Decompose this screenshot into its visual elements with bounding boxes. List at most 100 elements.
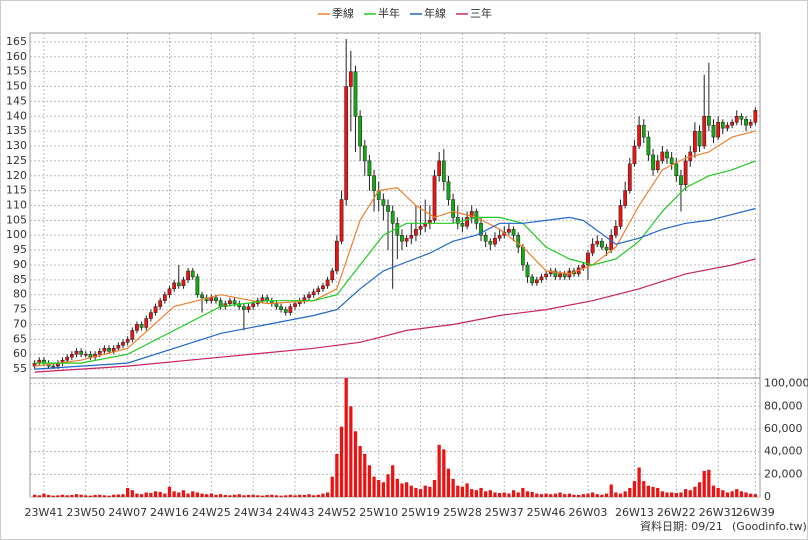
- volume-bar: [228, 495, 232, 497]
- candle-body: [139, 324, 144, 328]
- x-tick-label: 24W16: [150, 506, 189, 519]
- volume-bar: [84, 495, 88, 497]
- volume-bar: [321, 493, 325, 497]
- volume-bar: [456, 485, 460, 497]
- candle-body: [149, 312, 153, 319]
- candle-body: [311, 291, 316, 295]
- candle-body: [739, 116, 744, 120]
- candle-body: [432, 175, 437, 221]
- candle-body: [697, 130, 702, 147]
- volume-bar: [60, 494, 65, 497]
- volume-bar: [381, 482, 386, 497]
- ma-line: [34, 258, 756, 373]
- volume-bar: [632, 481, 637, 497]
- volume-bar: [139, 494, 144, 497]
- volume-bar: [335, 453, 339, 497]
- volume-bar: [102, 495, 107, 497]
- candle-body: [116, 345, 121, 349]
- volume-bar: [437, 444, 441, 497]
- volume-bar: [153, 491, 158, 497]
- candle-body: [479, 223, 483, 236]
- candle-body: [753, 110, 758, 123]
- volume-bar: [288, 494, 293, 497]
- volume-bar: [395, 478, 399, 497]
- volume-bar: [488, 490, 492, 497]
- volume-bar: [135, 493, 139, 497]
- candle-body: [358, 116, 363, 147]
- x-tick-label: 23W41: [25, 506, 64, 519]
- legend-label: 半年: [378, 6, 400, 20]
- ma-line: [34, 130, 756, 367]
- candle-body: [418, 226, 423, 230]
- y-tick-label: 155: [6, 65, 27, 78]
- volume-bar: [525, 491, 530, 497]
- volume-bar: [344, 378, 348, 497]
- volume-bar: [660, 491, 664, 497]
- volume-bar: [479, 487, 483, 497]
- y-tick-label: 160: [6, 50, 27, 63]
- y-tick-label: 100: [6, 228, 27, 241]
- y2-tick-label: 100,000: [764, 377, 808, 390]
- candle-body: [186, 270, 190, 281]
- volume-bar: [563, 494, 567, 497]
- x-tick-label: 25W37: [485, 506, 524, 519]
- volume-bar: [242, 495, 246, 497]
- x-tick-label: 24W43: [276, 506, 315, 519]
- volume-bar: [172, 491, 176, 497]
- volume-bar: [363, 453, 367, 497]
- candle-body: [618, 205, 623, 227]
- candle-body: [83, 353, 88, 356]
- candle-body: [88, 353, 93, 358]
- candle-body: [669, 157, 674, 165]
- volume-bar: [749, 493, 753, 497]
- candle-body: [367, 160, 372, 177]
- y-tick-label: 165: [6, 35, 27, 48]
- candle-body: [744, 119, 748, 126]
- candle-body: [381, 199, 386, 206]
- x-tick-label: 25W28: [443, 506, 482, 519]
- volume-bar: [312, 495, 316, 497]
- y-tick-label: 65: [13, 332, 27, 345]
- candle-body: [190, 270, 195, 278]
- volume-bar: [256, 495, 260, 497]
- volume-bar: [656, 487, 660, 497]
- volume-bar: [325, 492, 330, 497]
- candle-body: [158, 300, 163, 307]
- volume-bar: [116, 494, 120, 497]
- candle-body: [469, 211, 474, 218]
- y-tick-label: 95: [13, 243, 27, 256]
- candle-body: [693, 130, 697, 153]
- volume-bar: [126, 487, 130, 497]
- volume-bar: [33, 494, 37, 497]
- candle-body: [274, 303, 279, 307]
- candle-body: [460, 223, 465, 227]
- y2-tick-label: 0: [764, 490, 771, 503]
- candle-body: [279, 306, 283, 310]
- candle-body: [409, 234, 414, 239]
- ma-line: [34, 160, 756, 364]
- volume-bar: [265, 494, 269, 497]
- volume-bar: [711, 485, 716, 497]
- candle-body: [711, 124, 716, 138]
- volume-bar: [549, 494, 553, 497]
- volume-bar: [637, 467, 641, 497]
- volume-bar: [56, 495, 60, 497]
- volume-bar: [507, 493, 511, 497]
- candle-body: [748, 121, 753, 126]
- candle-body: [716, 121, 721, 138]
- volume-bar: [349, 406, 353, 497]
- candle-body: [720, 121, 725, 129]
- candle-body: [679, 175, 683, 185]
- candle-body: [414, 229, 418, 236]
- candle-body: [455, 217, 460, 224]
- volume-bar: [683, 489, 688, 497]
- candle-body: [520, 246, 525, 266]
- candle-body: [330, 270, 335, 281]
- y-tick-label: 130: [6, 139, 27, 152]
- volume-bar: [195, 492, 200, 497]
- candle-body: [511, 229, 516, 236]
- x-tick-label: 25W46: [527, 506, 566, 519]
- volume-bar: [707, 469, 711, 497]
- volume-bar: [577, 494, 581, 497]
- x-tick-label: 26W22: [657, 506, 696, 519]
